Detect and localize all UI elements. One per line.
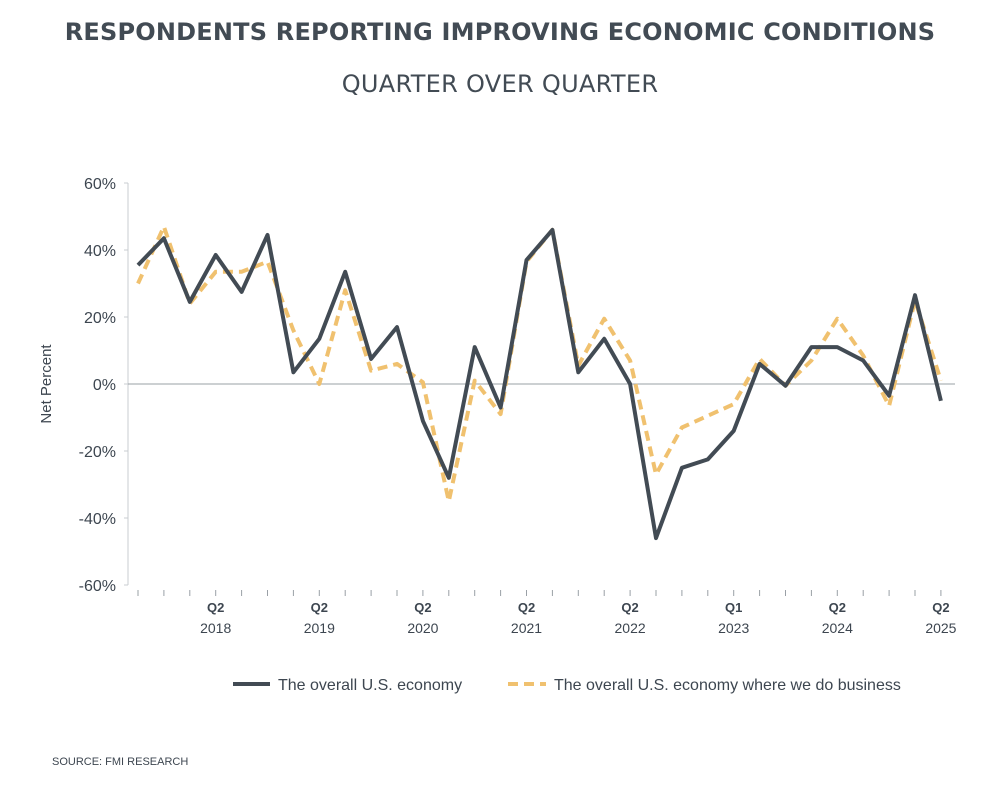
y-tick-label: 20% (84, 310, 116, 327)
x-tick-year: 2022 (615, 620, 646, 636)
chart-title: RESPONDENTS REPORTING IMPROVING ECONOMIC… (64, 18, 936, 46)
y-tick-label: -40% (79, 511, 116, 528)
y-tick-label: 0% (93, 377, 116, 394)
x-tick-quarter: Q2 (518, 600, 535, 615)
x-tick-year: 2018 (200, 620, 231, 636)
x-tick-quarter: Q2 (829, 600, 846, 615)
y-axis: 60% 40% 20% 0% -20% -40% -60% Net Percent (38, 176, 955, 595)
series-line-us-economy (136, 227, 943, 541)
series-layer (136, 224, 943, 541)
x-tick-year: 2024 (822, 620, 853, 636)
x-tick-year: 2025 (925, 620, 956, 636)
chart-subtitle: QUARTER OVER QUARTER (341, 70, 659, 98)
y-tick-label: -60% (79, 578, 116, 595)
y-tick-label: 40% (84, 243, 116, 260)
x-tick-quarter: Q1 (725, 600, 742, 615)
legend: The overall U.S. economy The overall U.S.… (233, 677, 901, 694)
y-tick-label: 60% (84, 176, 116, 193)
legend-label-us-economy: The overall U.S. economy (278, 677, 462, 694)
y-axis-title: Net Percent (38, 344, 55, 424)
x-tick-quarter: Q2 (207, 600, 224, 615)
legend-label-us-economy-business: The overall U.S. economy where we do bus… (554, 677, 901, 694)
x-tick-year: 2020 (407, 620, 438, 636)
x-tick-quarter: Q2 (414, 600, 431, 615)
x-tick-year: 2023 (718, 620, 749, 636)
x-tick-year: 2019 (304, 620, 335, 636)
x-tick-quarter: Q2 (932, 600, 949, 615)
x-axis: Q2 2018 Q2 2019 Q2 2020 Q2 2021 Q2 2022 Q1 2023 Q2 20… (137, 590, 957, 636)
y-tick-label: -20% (79, 444, 116, 461)
x-tick-year: 2021 (511, 620, 542, 636)
x-tick-quarter: Q2 (311, 600, 328, 615)
series-line-us-economy-business (136, 224, 943, 504)
source-note: SOURCE: FMI RESEARCH (52, 756, 189, 768)
x-tick-quarter: Q2 (621, 600, 638, 615)
